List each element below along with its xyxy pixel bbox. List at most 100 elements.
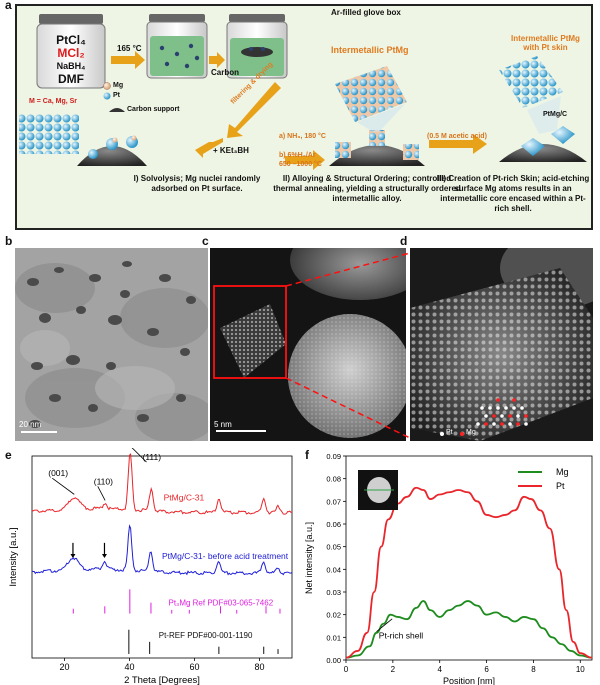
tem-image-b: 20 nm bbox=[15, 248, 208, 441]
legend-pt-dot-d bbox=[440, 432, 444, 436]
scalebar-c bbox=[216, 430, 266, 432]
reagent-mcl2: MCl₂ bbox=[57, 46, 85, 60]
step1-carbon-support bbox=[19, 114, 147, 166]
step2-line1: II) Alloying & Structural Ordering; cont… bbox=[282, 174, 452, 183]
legend-mg: Mg bbox=[113, 82, 124, 89]
zoom-lines bbox=[285, 252, 411, 439]
glovebox-label: Ar-filled glove box bbox=[331, 8, 401, 17]
profile-ytick-label: 0.09 bbox=[326, 452, 341, 461]
panel-letter-f: f bbox=[305, 448, 309, 462]
haadf-image-d: Pt Mg bbox=[410, 248, 593, 441]
condition-list: a) NH₃, 180 °C b) 6%H₂/Ar 650 –1000 °C bbox=[279, 132, 326, 169]
step3-carbon-support bbox=[499, 56, 587, 162]
step1-caption: I) Solvolysis; Mg nuclei randomly adsorb… bbox=[97, 174, 297, 194]
atom-overlay bbox=[476, 398, 528, 426]
xrd-xtick-label: 20 bbox=[59, 662, 69, 672]
condition-h2: b) 6%H₂/Ar bbox=[279, 152, 316, 159]
reagent-dmf: DMF bbox=[58, 72, 84, 86]
xrd-peak-label: (110) bbox=[94, 476, 113, 486]
temperature-label: 165 °C bbox=[117, 44, 142, 53]
step3-caption: III) Creation of Pt-rich Skin; acid-etch… bbox=[431, 174, 595, 214]
profile-legend-label: Mg bbox=[556, 467, 569, 477]
profile-annotation-arrow bbox=[376, 618, 393, 632]
step3-line1: III) Creation of Pt-rich Skin; acid-etch… bbox=[436, 174, 590, 183]
xrd-series-label: PtMg/C-31- before acid treatment bbox=[162, 551, 289, 561]
step2-line2: thermal annealing, yielding a structural… bbox=[273, 184, 461, 193]
profile-ytick-label: 0.04 bbox=[326, 565, 341, 574]
legend-mg-d: Mg bbox=[466, 429, 476, 436]
ptmgc-label: PtMg/C bbox=[543, 111, 568, 118]
reagent-nabh4: NaBH₄ bbox=[56, 61, 86, 71]
profile-ytick-label: 0.06 bbox=[326, 520, 341, 529]
xrd-peak-label: (001) bbox=[48, 468, 68, 478]
xrd-reference-label: Pt-REF PDF#00-001-1190 bbox=[159, 631, 253, 640]
synthesis-schematic: PtCl₄ MCl₂ NaBH₄ DMF Ar-filled glove box… bbox=[15, 4, 593, 230]
reaction-jar-3 bbox=[226, 14, 288, 79]
xrd-series-line bbox=[31, 524, 293, 576]
mg-legend-dot bbox=[103, 82, 111, 90]
xrd-peak-label: (111) bbox=[143, 452, 162, 462]
legend-pt-d: Pt bbox=[446, 429, 453, 436]
step2-carbon-support bbox=[329, 66, 425, 166]
condition-temp: 650 –1000 °C bbox=[279, 161, 322, 168]
m-definition: M = Ca, Mg, Sr bbox=[29, 98, 78, 105]
profile-xtick-label: 4 bbox=[437, 665, 442, 674]
xrd-xlabel: 2 Theta [Degrees] bbox=[124, 675, 200, 685]
profile-xtick-label: 2 bbox=[391, 665, 396, 674]
xrd-xtick-label: 80 bbox=[254, 662, 264, 672]
panel-letter-d: d bbox=[400, 234, 408, 248]
step1-line2: adsorbed on Pt surface. bbox=[151, 184, 243, 193]
carbon-legend-icon bbox=[109, 108, 125, 112]
haadf-texture-d bbox=[410, 248, 593, 441]
xrd-series-label: PtMg/C-31 bbox=[164, 492, 205, 502]
schematic-art bbox=[19, 14, 587, 170]
profile-ytick-label: 0.03 bbox=[326, 588, 341, 597]
panel-letter-e: e bbox=[5, 448, 12, 462]
carbon-label: Carbon bbox=[211, 68, 239, 77]
xrd-peak-arrow bbox=[97, 486, 106, 501]
intermetallic-title: Intermetallic PtMg bbox=[331, 45, 409, 55]
legend-carbon-support: Carbon support bbox=[127, 106, 180, 113]
profile-xtick-label: 8 bbox=[531, 665, 536, 674]
profile-ytick-label: 0.00 bbox=[326, 656, 341, 665]
reaction-jar-1 bbox=[36, 14, 106, 89]
scalebar-label-c: 5 nm bbox=[214, 420, 232, 429]
profile-ytick-label: 0.02 bbox=[326, 611, 341, 620]
scalebar-b bbox=[21, 431, 57, 433]
profile-plot-frame bbox=[345, 455, 593, 661]
panel-letter-c: c bbox=[202, 234, 209, 248]
process-arrows bbox=[111, 51, 487, 170]
condition-nh3: a) NH₃, 180 °C bbox=[279, 133, 326, 140]
xrd-plot-frame bbox=[31, 455, 293, 659]
step3-line2: surface Mg atoms results in an bbox=[454, 184, 572, 193]
scalebar-label-b: 20 nm bbox=[19, 420, 42, 429]
xrd-peak-arrow bbox=[131, 448, 147, 463]
profile-xtick-label: 10 bbox=[576, 665, 585, 674]
acetic-label: (0.5 M acetic acid) bbox=[427, 133, 487, 140]
ket3bh-label: + KEt₃BH bbox=[213, 146, 249, 155]
step3-line3: intermetallic core encased within a Pt- bbox=[440, 194, 586, 203]
profile-inset-image bbox=[358, 470, 398, 510]
xrd-marker-arrowhead bbox=[70, 554, 76, 558]
step2-line3: intermetallic alloy. bbox=[332, 194, 402, 203]
profile-annotation: Pt-rich shell bbox=[379, 630, 424, 640]
reagent-ptcl4: PtCl₄ bbox=[56, 33, 86, 47]
profile-legend-label: Pt bbox=[556, 481, 565, 491]
panel-letter-b: b bbox=[5, 234, 13, 248]
step1-line1: I) Solvolysis; Mg nuclei randomly bbox=[133, 174, 261, 183]
legend-pt: Pt bbox=[113, 92, 120, 99]
panel-letter-a: a bbox=[5, 0, 12, 12]
xrd-peak-arrow bbox=[52, 477, 75, 495]
step3-line4: rich shell. bbox=[494, 204, 532, 213]
profile-xtick-label: 0 bbox=[344, 665, 349, 674]
profile-ylabel: Net intensity [a.u.] bbox=[304, 522, 314, 594]
xrd-marker-arrowhead bbox=[101, 554, 107, 558]
xrd-xtick-label: 40 bbox=[124, 662, 134, 672]
zoom-box bbox=[213, 285, 287, 379]
profile-series-line bbox=[345, 600, 593, 659]
intermetallic-skin-title: Intermetallic PtMg with Pt skin bbox=[511, 34, 580, 52]
profile-xlabel: Position [nm] bbox=[443, 676, 495, 685]
tem-texture-b bbox=[15, 248, 208, 441]
step2-caption: II) Alloying & Structural Ordering; cont… bbox=[267, 174, 467, 204]
xrd-ylabel: Intensity [a.u.] bbox=[8, 527, 19, 586]
